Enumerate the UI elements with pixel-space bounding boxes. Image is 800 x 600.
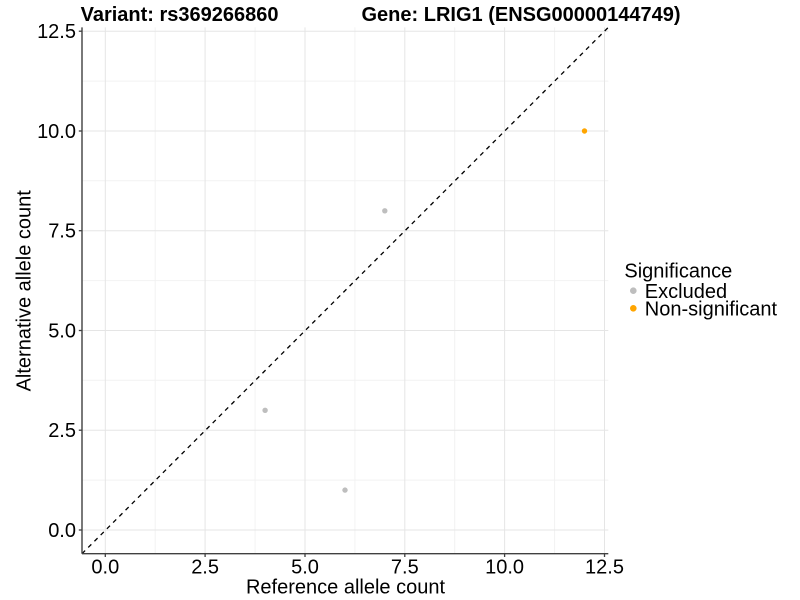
svg-text:12.5: 12.5 [37, 21, 76, 43]
svg-text:7.5: 7.5 [48, 221, 76, 243]
svg-text:5.0: 5.0 [291, 557, 319, 579]
svg-text:0.0: 0.0 [48, 520, 76, 542]
svg-text:2.5: 2.5 [191, 557, 219, 579]
svg-text:0.0: 0.0 [91, 557, 119, 579]
svg-text:10.0: 10.0 [485, 557, 524, 579]
svg-text:Alternative allele count: Alternative allele count [14, 190, 36, 392]
svg-text:5.0: 5.0 [48, 320, 76, 342]
svg-text:Variant: rs369266860: Variant: rs369266860 [81, 4, 279, 26]
svg-text:Excluded: Excluded [645, 281, 727, 303]
svg-text:7.5: 7.5 [391, 557, 419, 579]
svg-text:10.0: 10.0 [37, 121, 76, 143]
svg-text:Reference allele count: Reference allele count [246, 577, 445, 599]
svg-text:2.5: 2.5 [48, 420, 76, 442]
svg-text:Gene: LRIG1 (ENSG00000144749): Gene: LRIG1 (ENSG00000144749) [362, 4, 681, 26]
svg-text:Non-significant: Non-significant [645, 298, 778, 320]
svg-text:Significance: Significance [624, 261, 732, 283]
svg-text:12.5: 12.5 [585, 557, 624, 579]
